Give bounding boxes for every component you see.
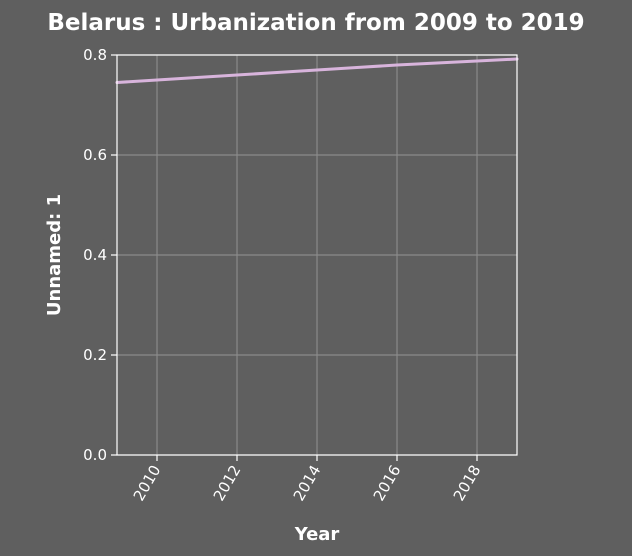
series-line: [115, 57, 519, 84]
chart-title: Belarus : Urbanization from 2009 to 2019: [47, 10, 584, 36]
x-tick-label: 2016: [370, 462, 405, 504]
x-tick-label: 2012: [210, 462, 245, 504]
y-tick-label: 0.4: [83, 246, 107, 264]
x-tick-label: 2018: [450, 462, 485, 504]
y-axis-label: Unnamed: 1: [44, 194, 65, 316]
y-tick-label: 0.8: [83, 46, 107, 64]
y-tick-label: 0.6: [83, 146, 107, 164]
series: [115, 57, 519, 84]
x-tick-label: 2014: [290, 462, 325, 504]
axes: 2010 2012 2014 2016 2018 0.0 0.2 0.4 0.6 0.8: [83, 46, 518, 504]
x-tick-label: 2010: [130, 462, 165, 504]
y-tick-label: 0.2: [83, 346, 107, 364]
grid: [117, 54, 517, 456]
y-tick-label: 0.0: [83, 446, 107, 464]
plot-frame: [116, 54, 518, 456]
x-axis-label: Year: [294, 524, 340, 545]
